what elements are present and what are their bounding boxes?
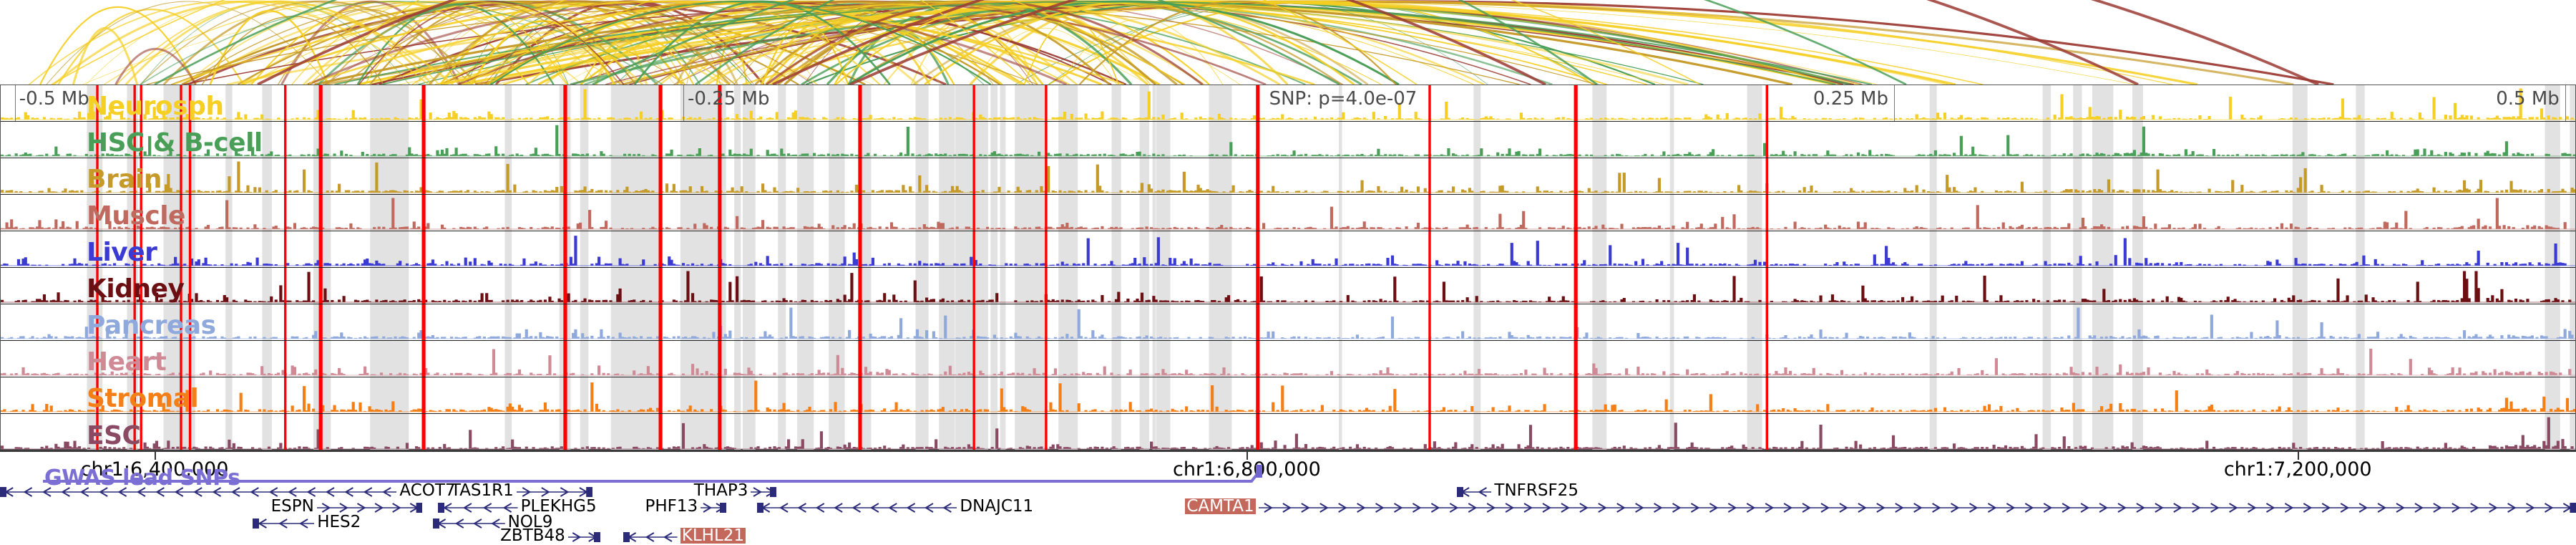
signal-track-muscle[interactable]: Muscle (1, 195, 2575, 231)
gene-label-camta1: CAMTA1 (1185, 497, 1256, 516)
gene-thap3[interactable]: THAP3 (694, 483, 777, 500)
gene-label-plekhg5: PLEKHG5 (520, 497, 597, 516)
snp-marker-layer (1, 195, 2575, 231)
snp-marker-layer (1, 304, 2575, 340)
gene-label-nol9: NOL9 (507, 513, 553, 531)
axis-tick-0 (155, 452, 156, 460)
signal-histogram (1, 195, 2575, 231)
signal-track-neurosph[interactable]: Neurosph -0.5 Mb -0.25 Mb 0.25 Mb 0.5 Mb SNP:… (1, 85, 2575, 122)
gene-label-thap3: THAP3 (693, 481, 748, 500)
gene-nol9[interactable]: NOL9 (432, 514, 552, 531)
relative-ruler-label-0: -0.5 Mb (19, 88, 89, 110)
gene-label-tnfrsf25: TNFRSF25 (1494, 481, 1579, 500)
signal-track-stack: Neurosph -0.5 Mb -0.25 Mb 0.25 Mb 0.5 Mb SNP:… (0, 85, 2576, 450)
signal-histogram (1, 268, 2575, 304)
signal-track-kidney[interactable]: Kidney (1, 268, 2575, 304)
snp-marker-layer (1, 122, 2575, 158)
snp-marker-layer (1, 85, 2575, 121)
gene-annotation-track: ACOT7 TNFRSF25 TAS1R1 THAP3 ESPN PLEKHG5 PHF13… (0, 483, 2576, 544)
highlight-shading (1, 231, 2575, 267)
highlight-shading (1, 268, 2575, 304)
signal-histogram (1, 85, 2575, 121)
chromatin-interaction-arc-panel (0, 0, 2576, 85)
snp-marker-layer (1, 414, 2575, 450)
signal-track-pancreas[interactable]: Pancreas (1, 304, 2575, 341)
arc-plot (29, 0, 2334, 85)
relative-ruler-label-2: 0.25 Mb (1813, 88, 1888, 110)
signal-track-heart[interactable]: Heart (1, 341, 2575, 377)
gene-klhl21[interactable]: KLHL21 (623, 528, 746, 545)
axis-tick-1 (1246, 452, 1249, 460)
signal-histogram (1, 231, 2575, 267)
snp-marker-layer (1, 377, 2575, 413)
gene-label-zbtb48: ZBTB48 (500, 526, 565, 545)
signal-histogram (1, 414, 2575, 450)
highlight-shading (1, 85, 2575, 121)
gene-dnajc11[interactable]: DNAJC11 (757, 498, 1033, 516)
signal-track-brain[interactable]: Brain (1, 158, 2575, 195)
gene-label-acot7: ACOT7 (399, 481, 456, 500)
signal-track-esc[interactable]: ESC (1, 414, 2575, 450)
relative-ruler-tick-2 (1894, 85, 1895, 121)
snp-marker-layer (1, 231, 2575, 267)
relative-ruler-tick-1 (683, 85, 684, 121)
gene-row-3: ZBTB48 KLHL21 (0, 528, 2576, 545)
gene-phf13[interactable]: PHF13 (645, 498, 727, 516)
relative-ruler-tick-3 (2565, 85, 2566, 121)
highlight-shading (1, 195, 2575, 231)
gene-row-2: HES2 NOL9 (0, 514, 2576, 531)
axis-label-0: chr1:6,400,000 (80, 458, 229, 481)
gene-label-klhl21: KLHL21 (680, 526, 746, 545)
gwas-lead-snp-marker[interactable] (1255, 465, 1262, 478)
signal-histogram (1, 122, 2575, 158)
gene-tnfrsf25[interactable]: TNFRSF25 (1456, 483, 1579, 500)
gene-zbtb48[interactable]: ZBTB48 (500, 528, 600, 545)
gwas-track-label: GWAS lead SNPs (44, 466, 240, 491)
coordinate-axis: chr1:6,400,000 chr1:6,800,000 chr1:7,200,0… (0, 450, 2576, 484)
gwas-baseline (43, 480, 1216, 483)
gene-label-hes2: HES2 (317, 513, 361, 531)
axis-label-2: chr1:7,200,000 (2223, 458, 2372, 481)
signal-histogram (1, 158, 2575, 194)
signal-track-liver[interactable]: Liver (1, 231, 2575, 268)
axis-line (0, 450, 2576, 452)
signal-track-hsc-b-cell[interactable]: HSC & B-cell (1, 122, 2575, 158)
gene-camta1[interactable]: CAMTA1 (1185, 498, 2576, 516)
relative-ruler-label-1: -0.25 Mb (688, 88, 770, 110)
signal-histogram (1, 341, 2575, 377)
gene-acot7[interactable]: ACOT7 (0, 483, 456, 500)
signal-track-stromal[interactable]: Stromal (1, 377, 2575, 414)
signal-histogram (1, 377, 2575, 413)
snp-marker-layer (1, 268, 2575, 304)
relative-ruler-label-3: 0.5 Mb (2496, 88, 2560, 110)
snp-pvalue-annotation: SNP: p=4.0e-07 (1269, 88, 1418, 110)
gene-espn[interactable]: ESPN (271, 498, 423, 516)
axis-tick-2 (2298, 452, 2300, 460)
gene-plekhg5[interactable]: PLEKHG5 (438, 498, 597, 516)
relative-ruler-tick-0 (14, 85, 16, 121)
gene-tas1r1[interactable]: TAS1R1 (451, 483, 592, 500)
snp-marker-layer (1, 158, 2575, 194)
snp-marker-layer (1, 341, 2575, 377)
gene-label-tas1r1: TAS1R1 (450, 481, 514, 500)
gene-hes2[interactable]: HES2 (252, 514, 361, 531)
signal-histogram (1, 304, 2575, 340)
gene-label-dnajc11: DNAJC11 (960, 497, 1034, 516)
gene-label-espn: ESPN (270, 497, 314, 516)
gene-label-phf13: PHF13 (645, 497, 698, 516)
gwas-lead-snp-track: GWAS lead SNPs (0, 465, 2576, 491)
axis-label-1: chr1:6,800,000 (1173, 458, 1321, 481)
gene-row-1: ESPN PLEKHG5 PHF13 DNAJC11 CAMTA1 (0, 498, 2576, 516)
gene-row-0: ACOT7 TNFRSF25 TAS1R1 THAP3 (0, 483, 2576, 500)
